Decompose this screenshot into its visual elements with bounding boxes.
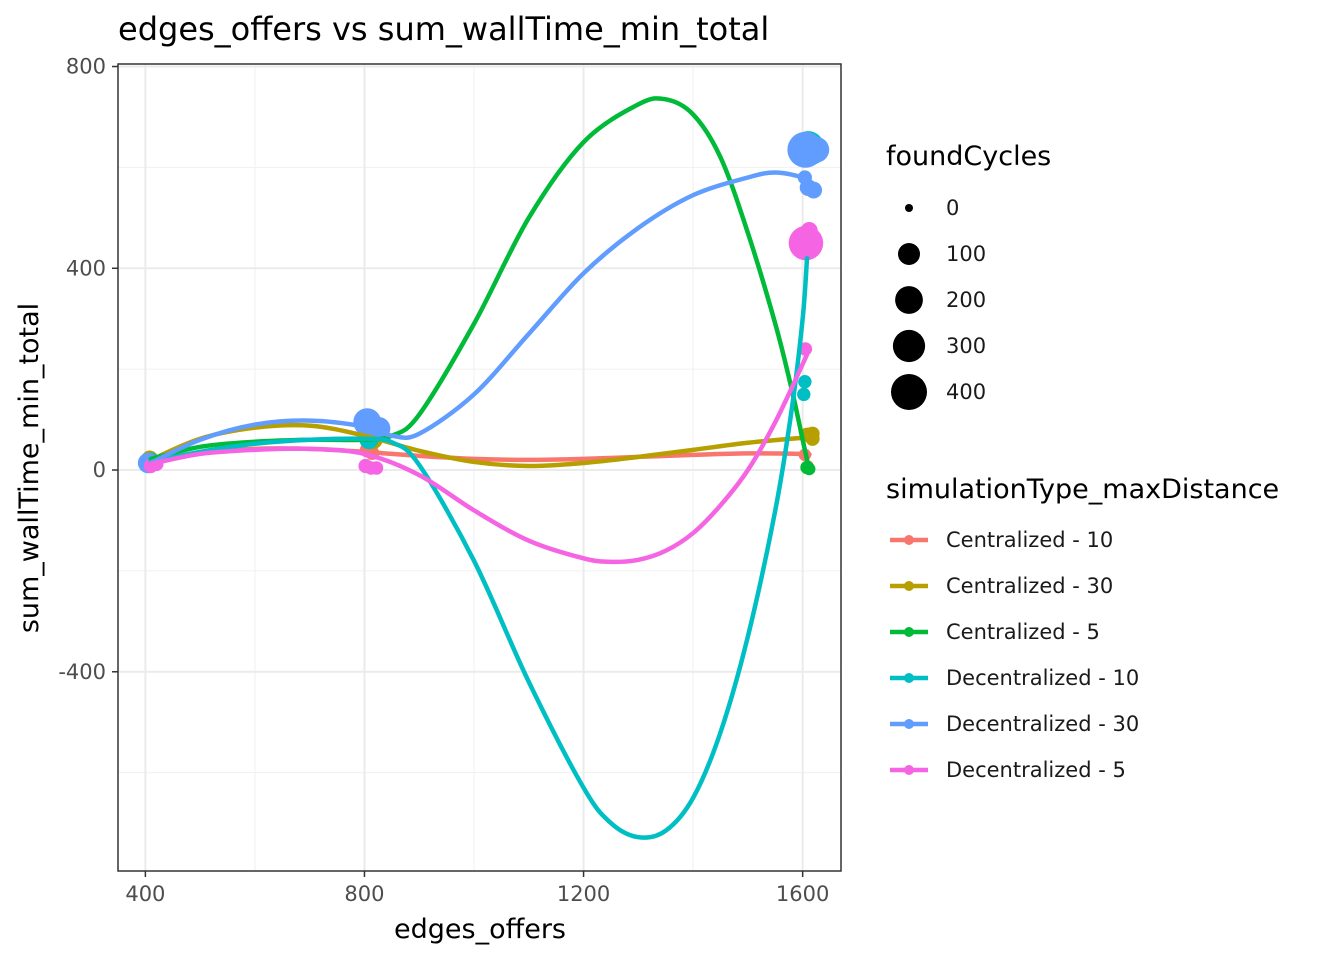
- data-point: [805, 181, 823, 199]
- x-tick-label: 1200: [557, 882, 610, 906]
- plot-area: [137, 96, 830, 840]
- color-legend-dot: [904, 581, 914, 591]
- series-smooth-line: [148, 96, 812, 473]
- color-legend: Centralized - 10 Centralized - 30 Centrali…: [890, 528, 1139, 782]
- color-legend-label: Decentralized - 5: [946, 758, 1126, 782]
- color-legend-label: Centralized - 30: [946, 574, 1113, 598]
- color-legend-dot: [904, 765, 914, 775]
- color-legend-dot: [904, 719, 914, 729]
- size-legend-key: [892, 329, 926, 363]
- y-tick-label: -400: [58, 660, 106, 684]
- chart-title: edges_offers vs sum_wallTime_min_total: [118, 10, 769, 48]
- grid: [118, 64, 841, 871]
- size-legend-key: [905, 204, 913, 212]
- y-tick-label: 400: [66, 256, 106, 280]
- color-legend-dot: [904, 535, 914, 545]
- data-point: [798, 375, 812, 389]
- color-legend-title: simulationType_maxDistance: [886, 474, 1279, 505]
- size-legend-label: 200: [946, 288, 986, 312]
- x-tick-label: 800: [344, 882, 384, 906]
- y-tick-label: 0: [93, 458, 106, 482]
- x-tick-label: 1600: [776, 882, 829, 906]
- data-point: [803, 136, 830, 163]
- size-legend: 0 100 200 300 400: [891, 196, 986, 410]
- panel-border: [117, 63, 842, 872]
- data-point: [797, 387, 811, 402]
- size-legend-label: 0: [946, 196, 959, 220]
- color-legend-dot: [904, 627, 914, 637]
- data-point: [369, 461, 384, 475]
- size-legend-label: 100: [946, 242, 986, 266]
- size-legend-key: [891, 374, 927, 410]
- x-axis-title: edges_offers: [394, 914, 566, 945]
- series-smooth-line: [148, 255, 810, 840]
- series-smooth-line: [148, 170, 812, 466]
- color-legend-label: Decentralized - 30: [946, 712, 1139, 736]
- y-tick-label: 800: [66, 55, 106, 79]
- color-legend-label: Decentralized - 10: [946, 666, 1139, 690]
- color-legend-dot: [904, 673, 914, 683]
- series-smooth-line: [148, 422, 814, 469]
- axes: 400 800 1200 1600 -400 0 400 800: [58, 55, 829, 906]
- color-legend-label: Centralized - 5: [946, 620, 1100, 644]
- y-axis-title: sum_wallTime_min_total: [14, 303, 45, 633]
- color-legend-label: Centralized - 10: [946, 528, 1113, 552]
- size-legend-key: [895, 286, 923, 314]
- size-legend-title: foundCycles: [886, 141, 1051, 172]
- series-layer: [137, 96, 830, 840]
- size-legend-label: 300: [946, 334, 986, 358]
- size-legend-key: [898, 243, 920, 265]
- series-smooth-line: [148, 346, 812, 565]
- x-tick-label: 400: [125, 882, 165, 906]
- data-point: [800, 222, 818, 239]
- size-legend-label: 400: [946, 380, 986, 404]
